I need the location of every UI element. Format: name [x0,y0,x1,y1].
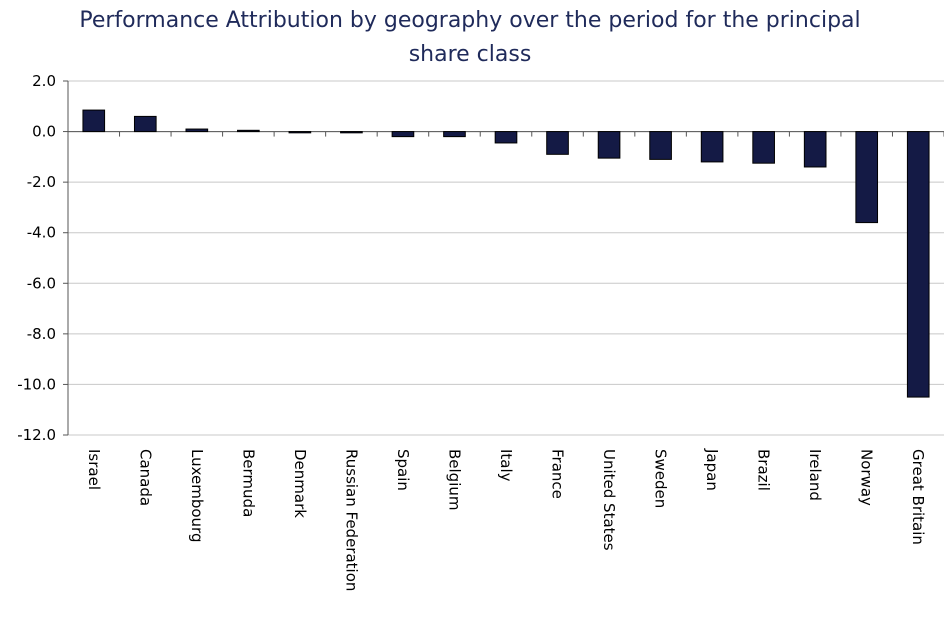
bar [494,131,518,144]
x-tick-label: Sweden [652,449,670,508]
x-tick-label: Israel [85,449,103,490]
bar [803,131,827,168]
bar [288,131,312,134]
x-tick-label: Russian Federation [342,449,360,591]
y-tick-label: -12.0 [17,426,56,444]
x-tick-label: Canada [136,449,154,506]
x-tick-label: Brazil [755,449,773,491]
y-tick-label: -8.0 [27,325,56,343]
y-tick-label: 2.0 [32,72,56,90]
bar [133,115,157,133]
y-tick-label: -6.0 [27,274,56,292]
bar [546,131,569,155]
x-tick-label: Belgium [445,449,463,511]
bar [700,131,724,163]
x-tick-label: Ireland [806,449,824,501]
bar [82,109,106,133]
y-tick-label: 0.0 [32,123,56,141]
bar [237,129,260,133]
x-tick-label: Bermuda [239,449,257,517]
x-tick-label: France [549,449,567,499]
x-tick-label: Norway [858,449,876,506]
bar [391,131,415,138]
chart-title: Performance Attribution by geography ove… [79,8,861,67]
x-tick-label: Luxembourg [188,449,206,543]
x-tick-label: Japan [703,448,721,491]
x-tick-label: United States [600,449,618,551]
bar [906,131,930,398]
bar [597,131,621,159]
y-tick-label: -2.0 [27,173,56,191]
y-tick-label: -4.0 [27,224,56,242]
bar [185,128,209,133]
bar [443,131,466,138]
bar [649,131,672,160]
x-tick-label: Spain [394,449,412,491]
y-tick-label: -10.0 [17,375,56,393]
bar [340,131,363,134]
bar [855,131,879,224]
x-tick-label: Denmark [291,449,309,518]
x-tick-label: Great Britain [909,449,927,545]
x-tick-label: Italy [497,449,515,482]
bar [752,131,775,164]
